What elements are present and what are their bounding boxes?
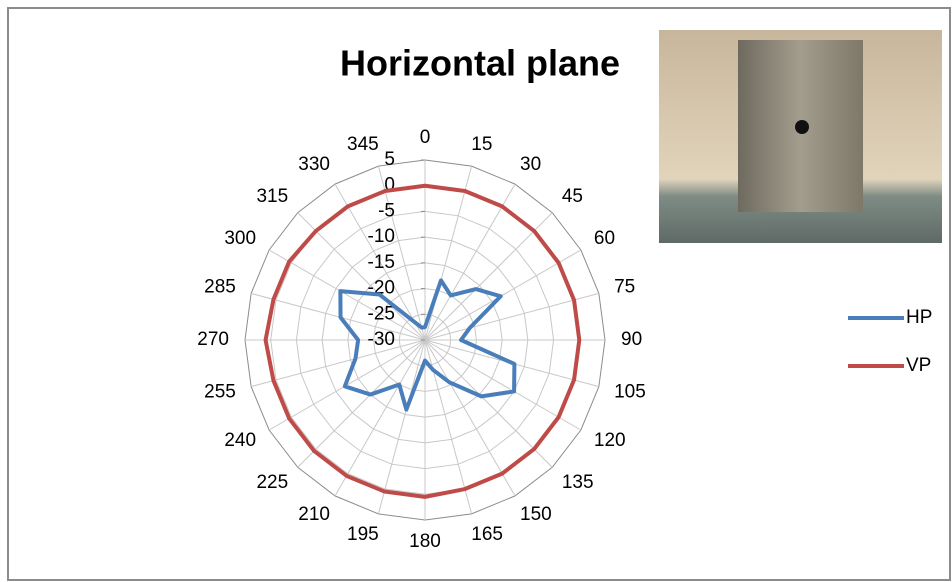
series-line bbox=[338, 278, 517, 412]
angle-label: 75 bbox=[614, 277, 635, 298]
series-line bbox=[263, 183, 582, 499]
spoke bbox=[424, 249, 582, 341]
spoke bbox=[251, 292, 426, 341]
r-tick-label: -15 bbox=[368, 252, 395, 273]
legend-label: VP bbox=[906, 355, 931, 376]
r-tick-label: 0 bbox=[384, 175, 395, 196]
angle-label: 210 bbox=[298, 504, 330, 525]
angle-label: 45 bbox=[562, 186, 583, 207]
spoke bbox=[377, 339, 426, 514]
spoke bbox=[297, 212, 426, 341]
angle-label: 300 bbox=[224, 228, 256, 249]
angle-label: 150 bbox=[520, 504, 552, 525]
r-tick-label: -30 bbox=[368, 329, 395, 350]
angle-label: 195 bbox=[347, 524, 379, 545]
spoke bbox=[268, 249, 426, 341]
angle-label: 165 bbox=[471, 524, 503, 545]
angle-label: 345 bbox=[347, 134, 379, 155]
angle-label: 0 bbox=[420, 127, 431, 148]
spoke bbox=[424, 292, 599, 341]
photo-connector bbox=[795, 120, 809, 134]
spoke bbox=[424, 339, 553, 468]
photo bbox=[659, 30, 942, 243]
angle-label: 270 bbox=[197, 329, 229, 350]
angle-label: 90 bbox=[621, 329, 642, 350]
angle-label: 285 bbox=[204, 277, 236, 298]
spoke bbox=[334, 183, 426, 341]
angle-label: 15 bbox=[471, 134, 492, 155]
angle-label: 225 bbox=[256, 472, 288, 493]
spoke bbox=[251, 339, 426, 388]
spoke bbox=[424, 166, 473, 341]
angle-label: 255 bbox=[204, 381, 236, 402]
angle-label: 105 bbox=[614, 381, 646, 402]
spoke bbox=[297, 339, 426, 468]
angle-label: 120 bbox=[594, 430, 626, 451]
angle-label: 30 bbox=[520, 154, 541, 175]
spoke bbox=[334, 339, 426, 497]
spoke bbox=[424, 183, 516, 341]
angle-label: 135 bbox=[562, 472, 594, 493]
r-tick-label: 5 bbox=[384, 149, 395, 170]
spoke bbox=[424, 339, 582, 431]
r-tick-label: -10 bbox=[368, 226, 395, 247]
r-tick-label: -5 bbox=[378, 200, 395, 221]
angle-label: 315 bbox=[256, 186, 288, 207]
legend-label: HP bbox=[906, 307, 932, 328]
angle-label: 330 bbox=[298, 154, 330, 175]
spoke bbox=[424, 212, 553, 341]
angle-label: 180 bbox=[409, 531, 441, 552]
spoke bbox=[377, 166, 426, 341]
r-tick-label: -25 bbox=[368, 303, 395, 324]
angle-label: 60 bbox=[594, 228, 615, 249]
spoke bbox=[424, 339, 516, 497]
angle-label: 240 bbox=[224, 430, 256, 451]
chart-title: Horizontal plane bbox=[340, 43, 620, 84]
